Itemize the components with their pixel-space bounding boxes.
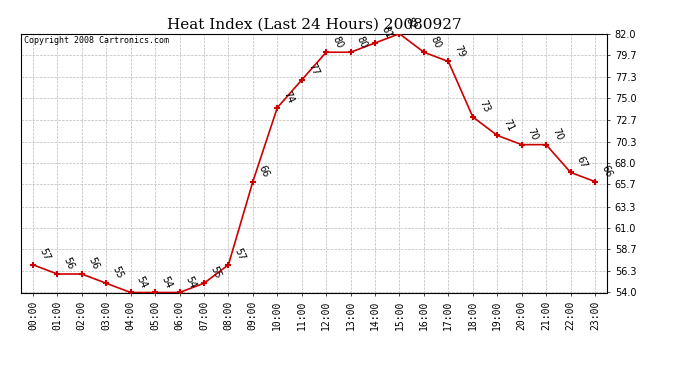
Text: 80: 80 [428,34,442,50]
Text: Copyright 2008 Cartronics.com: Copyright 2008 Cartronics.com [23,36,168,45]
Text: 70: 70 [526,126,540,142]
Text: 66: 66 [599,164,613,179]
Text: 55: 55 [110,265,125,280]
Text: 57: 57 [233,246,247,262]
Text: 81: 81 [380,25,393,40]
Text: 57: 57 [37,246,52,262]
Text: 80: 80 [331,34,344,50]
Text: 56: 56 [86,256,100,271]
Text: 79: 79 [453,43,467,59]
Text: 80: 80 [355,34,369,50]
Text: 77: 77 [306,62,320,77]
Text: 54: 54 [184,274,198,290]
Text: 74: 74 [282,90,296,105]
Text: 54: 54 [135,274,149,290]
Text: 70: 70 [550,126,564,142]
Text: 66: 66 [257,164,271,179]
Title: Heat Index (Last 24 Hours) 20080927: Heat Index (Last 24 Hours) 20080927 [167,17,461,31]
Text: 71: 71 [502,117,515,133]
Text: 67: 67 [575,154,589,170]
Text: 73: 73 [477,99,491,114]
Text: 54: 54 [159,274,174,290]
Text: 55: 55 [208,265,222,280]
Text: 56: 56 [61,256,76,271]
Text: 82: 82 [404,15,418,31]
